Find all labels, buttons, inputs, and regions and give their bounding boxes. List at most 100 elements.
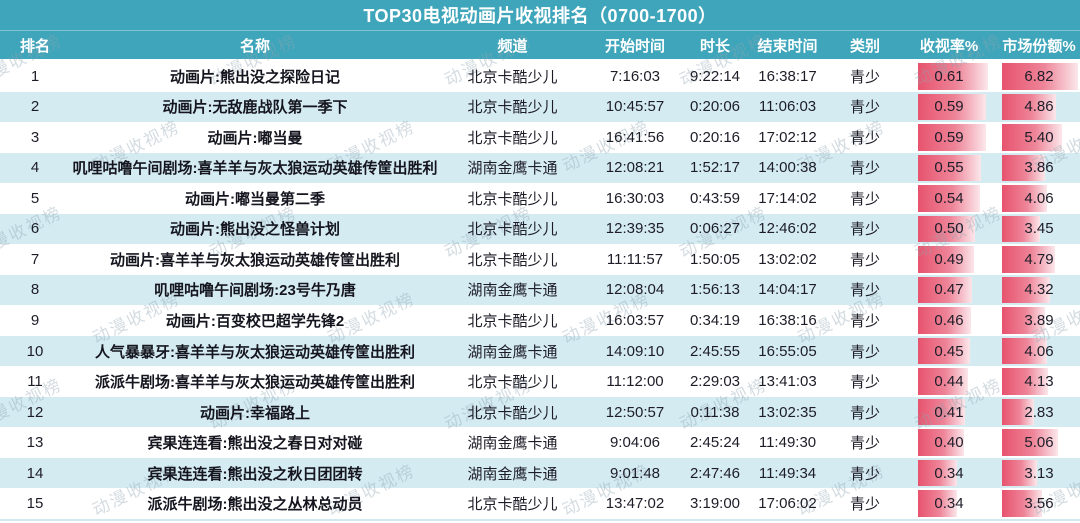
cell-rank-value: 12 bbox=[26, 403, 44, 421]
cell-channel: 北京卡酷少儿 bbox=[440, 371, 585, 392]
cell-market-share: 4.79 bbox=[998, 244, 1080, 275]
cell-start-time-value: 16:41:56 bbox=[605, 128, 665, 146]
share-data-bar bbox=[1002, 398, 1034, 426]
cell-category: 青少 bbox=[830, 96, 900, 117]
cell-category-value: 青少 bbox=[849, 404, 880, 422]
cell-category-value: 青少 bbox=[849, 251, 880, 269]
cell-duration: 0:20:06 bbox=[685, 98, 745, 115]
cell-start-time-value: 11:11:57 bbox=[606, 250, 664, 268]
cell-rating-value: 0.61 bbox=[934, 67, 964, 85]
cell-duration-value: 0:43:59 bbox=[689, 189, 741, 207]
cell-rating-value: 0.59 bbox=[934, 128, 964, 146]
share-data-bar bbox=[1002, 429, 1059, 456]
cell-name: 人气暴暴牙:喜羊羊与灰太狼运动英雄传筐出胜利 bbox=[70, 341, 440, 362]
cell-end-time: 14:04:17 bbox=[745, 281, 830, 298]
cell-market-share: 4.32 bbox=[998, 275, 1080, 306]
cell-rating: 0.40 bbox=[900, 427, 998, 458]
cell-rank-value: 9 bbox=[30, 312, 40, 330]
cell-duration-value: 1:56:13 bbox=[689, 281, 741, 299]
cell-end-time-value: 16:55:05 bbox=[758, 342, 817, 360]
column-header-duration: 时长 bbox=[699, 37, 730, 55]
cell-market-share: 5.06 bbox=[998, 427, 1080, 458]
cell-name: 宾果连连看:熊出没之秋日团团转 bbox=[70, 463, 440, 484]
cell-duration: 0:11:38 bbox=[685, 404, 745, 421]
cell-duration-value: 2:45:55 bbox=[689, 342, 741, 360]
cell-name: 动画片:嘟当曼第二季 bbox=[70, 188, 440, 209]
cell-channel-value: 北京卡酷少儿 bbox=[467, 404, 558, 422]
cell-end-time-value: 16:38:16 bbox=[758, 312, 817, 330]
cell-category-value: 青少 bbox=[849, 129, 880, 147]
table-row: 4 叽哩咕噜午间剧场:喜羊羊与灰太狼运动英雄传筐出胜利 湖南金鹰卡通 12:08:21… bbox=[0, 152, 1080, 184]
cell-duration-value: 0:20:06 bbox=[689, 98, 741, 116]
table-row: 13 宾果连连看:熊出没之春日对对碰 湖南金鹰卡通 9:04:06 2:45:24 11:… bbox=[0, 427, 1080, 458]
table-row: 8 叽哩咕噜午间剧场:23号牛乃唐 湖南金鹰卡通 12:08:04 1:56:13 14:… bbox=[0, 274, 1080, 306]
table-row: 15 派派牛剧场:熊出没之丛林总动员 北京卡酷少儿 13:47:02 3:19:00 17… bbox=[0, 488, 1080, 519]
column-header-end-time: 结束时间 bbox=[757, 37, 818, 55]
cell-category: 青少 bbox=[830, 341, 900, 362]
cell-rating: 0.50 bbox=[900, 214, 998, 245]
cell-start-time: 16:03:57 bbox=[585, 312, 685, 329]
cell-market-share: 5.40 bbox=[998, 122, 1080, 153]
cell-rating-value: 0.59 bbox=[934, 98, 964, 116]
cell-rating-value: 0.49 bbox=[934, 250, 964, 268]
cell-rating-value: 0.45 bbox=[934, 342, 964, 360]
cell-start-time: 12:08:21 bbox=[585, 159, 685, 176]
cell-start-time-value: 9:01:48 bbox=[609, 464, 661, 482]
cell-duration: 0:06:27 bbox=[685, 220, 745, 237]
cell-end-time: 11:06:03 bbox=[745, 98, 830, 115]
cell-end-time-value: 13:02:35 bbox=[758, 403, 817, 421]
cell-rating: 0.34 bbox=[900, 488, 998, 519]
cell-market-share-value: 3.89 bbox=[1024, 312, 1054, 330]
cell-end-time: 13:02:35 bbox=[745, 404, 830, 421]
cell-name-value: 动画片:嘟当曼第二季 bbox=[185, 190, 325, 208]
table-row: 2 动画片:无敌鹿战队第一季下 北京卡酷少儿 10:45:57 0:20:06 11:06… bbox=[0, 91, 1080, 123]
cell-market-share: 3.13 bbox=[998, 458, 1080, 489]
share-data-bar bbox=[1002, 459, 1037, 487]
cell-end-time: 16:55:05 bbox=[745, 343, 830, 360]
cell-duration-value: 0:06:27 bbox=[689, 220, 741, 238]
share-data-bar bbox=[1002, 368, 1049, 395]
share-data-bar bbox=[1002, 276, 1051, 304]
cell-end-time-value: 17:14:02 bbox=[758, 189, 817, 207]
cell-end-time-value: 11:49:34 bbox=[758, 464, 817, 482]
cell-rating-value: 0.50 bbox=[934, 220, 964, 238]
cell-channel: 北京卡酷少儿 bbox=[440, 493, 585, 514]
cell-rank-value: 1 bbox=[30, 67, 40, 85]
cell-rating-value: 0.47 bbox=[934, 281, 964, 299]
cell-market-share: 3.56 bbox=[998, 488, 1080, 519]
cell-channel-value: 北京卡酷少儿 bbox=[467, 221, 558, 239]
cell-category: 青少 bbox=[830, 432, 900, 453]
cell-channel: 北京卡酷少儿 bbox=[440, 249, 585, 270]
cell-rating-value: 0.55 bbox=[934, 159, 964, 177]
cell-duration-value: 0:20:16 bbox=[689, 128, 741, 146]
cell-start-time: 13:47:02 bbox=[585, 495, 685, 512]
cell-rating-value: 0.44 bbox=[934, 373, 964, 391]
table-row: 12 动画片:幸福路上 北京卡酷少儿 12:50:57 0:11:38 13:02:35 青… bbox=[0, 396, 1080, 428]
cell-end-time-value: 13:02:02 bbox=[758, 250, 817, 268]
cell-duration: 2:45:24 bbox=[685, 434, 745, 451]
cell-rank-value: 5 bbox=[30, 189, 40, 207]
cell-category: 青少 bbox=[830, 310, 900, 331]
cell-duration: 2:45:55 bbox=[685, 343, 745, 360]
rating-data-bar bbox=[918, 398, 966, 426]
cell-category-value: 青少 bbox=[849, 282, 880, 300]
rating-data-bar bbox=[918, 490, 958, 517]
cell-start-time: 16:30:03 bbox=[585, 190, 685, 207]
cell-duration: 2:29:03 bbox=[685, 373, 745, 390]
cell-name: 宾果连连看:熊出没之春日对对碰 bbox=[70, 432, 440, 453]
cell-end-time: 16:38:16 bbox=[745, 312, 830, 329]
cell-name: 动画片:喜羊羊与灰太狼运动英雄传筐出胜利 bbox=[70, 249, 440, 270]
cell-category: 青少 bbox=[830, 402, 900, 423]
cell-start-time: 9:04:06 bbox=[585, 434, 685, 451]
cell-rank: 4 bbox=[0, 159, 70, 176]
rating-data-bar bbox=[918, 246, 975, 273]
cell-rating-value: 0.40 bbox=[934, 434, 964, 452]
cell-duration: 0:20:16 bbox=[685, 129, 745, 146]
cell-name-value: 动画片:百变校巴超学先锋2 bbox=[165, 313, 345, 331]
rating-data-bar bbox=[918, 124, 986, 151]
rating-data-bar bbox=[918, 215, 976, 243]
share-data-bar bbox=[1002, 307, 1046, 334]
cell-market-share-value: 4.06 bbox=[1024, 342, 1054, 360]
cell-rating: 0.46 bbox=[900, 305, 998, 336]
cell-name: 派派牛剧场:熊出没之丛林总动员 bbox=[70, 493, 440, 514]
